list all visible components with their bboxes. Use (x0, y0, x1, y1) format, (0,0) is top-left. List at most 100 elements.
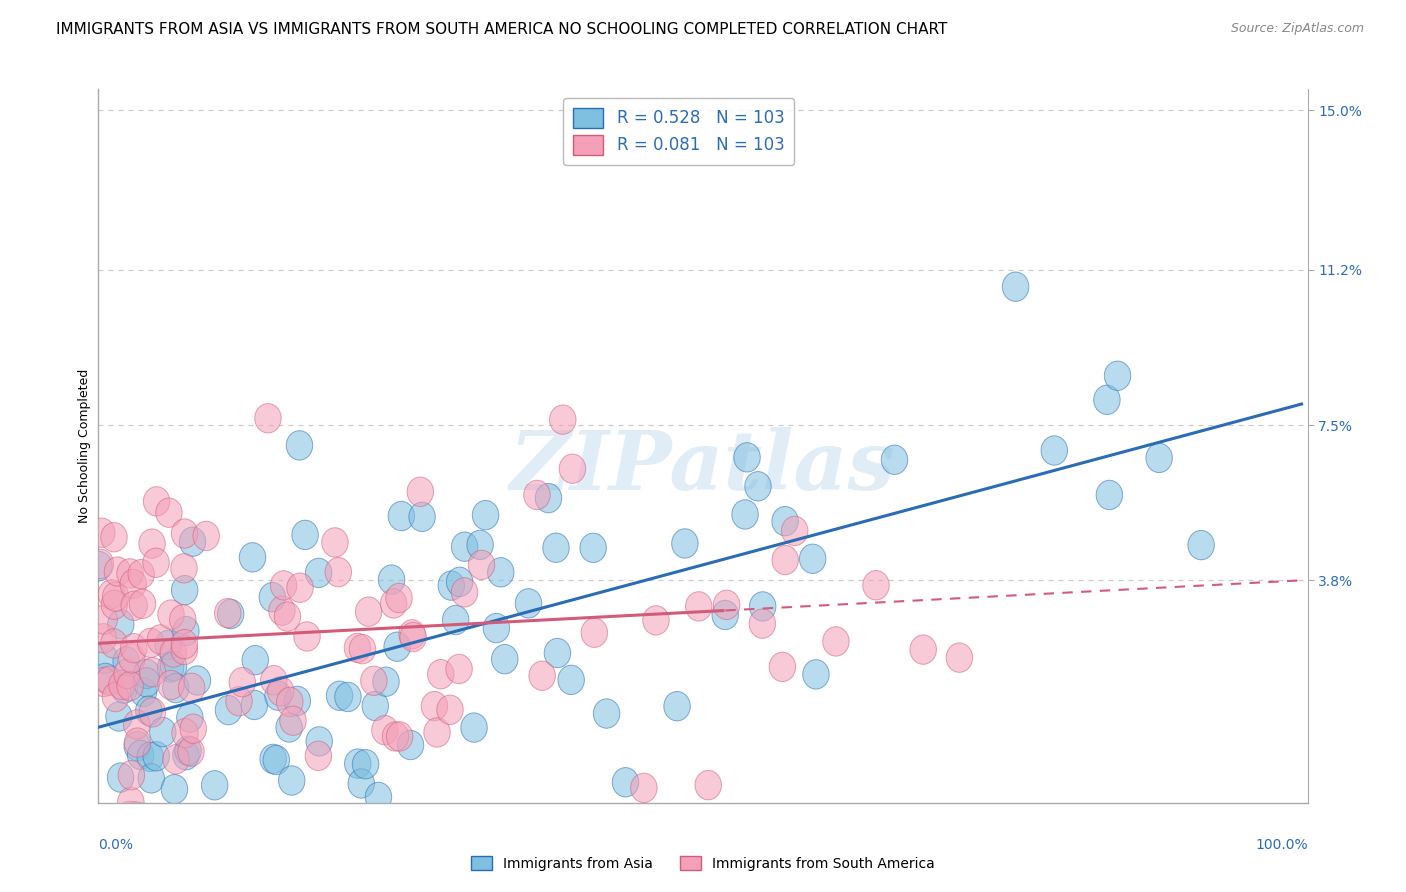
Ellipse shape (910, 635, 936, 665)
Ellipse shape (472, 500, 499, 530)
Ellipse shape (803, 660, 830, 689)
Ellipse shape (523, 480, 550, 509)
Y-axis label: No Schooling Completed: No Schooling Completed (79, 369, 91, 523)
Ellipse shape (135, 696, 162, 725)
Legend: Immigrants from Asia, Immigrants from South America: Immigrants from Asia, Immigrants from So… (465, 850, 941, 876)
Ellipse shape (260, 744, 287, 773)
Ellipse shape (446, 655, 472, 683)
Ellipse shape (242, 690, 267, 720)
Ellipse shape (157, 670, 184, 699)
Ellipse shape (156, 498, 183, 527)
Ellipse shape (294, 622, 321, 651)
Ellipse shape (270, 571, 297, 600)
Ellipse shape (173, 740, 200, 770)
Ellipse shape (129, 803, 155, 832)
Text: Source: ZipAtlas.com: Source: ZipAtlas.com (1230, 22, 1364, 36)
Ellipse shape (121, 591, 148, 621)
Ellipse shape (731, 500, 758, 529)
Ellipse shape (1002, 272, 1029, 301)
Ellipse shape (536, 483, 562, 513)
Ellipse shape (174, 736, 201, 765)
Ellipse shape (437, 695, 463, 724)
Ellipse shape (579, 533, 606, 563)
Ellipse shape (461, 713, 488, 742)
Ellipse shape (882, 445, 908, 475)
Ellipse shape (139, 529, 166, 558)
Ellipse shape (823, 627, 849, 657)
Ellipse shape (385, 583, 412, 613)
Ellipse shape (87, 829, 114, 858)
Ellipse shape (711, 600, 738, 630)
Ellipse shape (117, 672, 143, 701)
Ellipse shape (107, 763, 134, 792)
Ellipse shape (382, 722, 409, 751)
Ellipse shape (172, 630, 198, 659)
Ellipse shape (143, 548, 169, 577)
Ellipse shape (695, 771, 721, 800)
Ellipse shape (772, 507, 799, 536)
Ellipse shape (101, 590, 128, 619)
Ellipse shape (1146, 443, 1173, 473)
Ellipse shape (98, 580, 125, 609)
Ellipse shape (101, 523, 127, 552)
Ellipse shape (349, 634, 375, 664)
Ellipse shape (91, 644, 118, 673)
Ellipse shape (104, 557, 131, 586)
Ellipse shape (399, 623, 426, 652)
Ellipse shape (274, 602, 301, 632)
Ellipse shape (129, 589, 156, 618)
Ellipse shape (155, 631, 181, 660)
Ellipse shape (149, 717, 176, 747)
Ellipse shape (276, 713, 302, 742)
Ellipse shape (749, 609, 776, 639)
Ellipse shape (264, 681, 291, 710)
Ellipse shape (131, 677, 156, 706)
Ellipse shape (284, 686, 311, 715)
Ellipse shape (772, 545, 799, 574)
Ellipse shape (172, 519, 198, 549)
Ellipse shape (399, 620, 426, 649)
Ellipse shape (356, 597, 382, 626)
Ellipse shape (322, 528, 349, 558)
Ellipse shape (1104, 361, 1130, 391)
Ellipse shape (749, 591, 776, 621)
Ellipse shape (287, 431, 312, 460)
Ellipse shape (177, 737, 204, 766)
Ellipse shape (287, 573, 314, 602)
Ellipse shape (136, 742, 163, 772)
Ellipse shape (492, 644, 517, 673)
Ellipse shape (946, 643, 973, 673)
Ellipse shape (1097, 480, 1122, 509)
Ellipse shape (118, 761, 145, 790)
Ellipse shape (388, 501, 415, 531)
Ellipse shape (201, 771, 228, 800)
Ellipse shape (93, 804, 120, 833)
Ellipse shape (254, 403, 281, 433)
Ellipse shape (180, 714, 207, 743)
Ellipse shape (163, 745, 190, 774)
Ellipse shape (91, 605, 117, 634)
Ellipse shape (451, 532, 478, 561)
Ellipse shape (280, 706, 307, 735)
Ellipse shape (664, 691, 690, 721)
Ellipse shape (384, 632, 411, 661)
Ellipse shape (550, 405, 576, 434)
Ellipse shape (118, 788, 143, 817)
Ellipse shape (105, 702, 132, 731)
Ellipse shape (124, 710, 150, 739)
Ellipse shape (134, 667, 160, 697)
Ellipse shape (117, 558, 143, 588)
Ellipse shape (325, 558, 352, 587)
Ellipse shape (173, 616, 200, 646)
Ellipse shape (122, 802, 148, 831)
Ellipse shape (93, 664, 118, 692)
Ellipse shape (172, 718, 198, 747)
Ellipse shape (138, 764, 165, 793)
Ellipse shape (451, 578, 478, 607)
Ellipse shape (408, 477, 433, 507)
Ellipse shape (782, 516, 808, 546)
Ellipse shape (277, 687, 304, 716)
Ellipse shape (1040, 436, 1067, 466)
Ellipse shape (800, 544, 825, 574)
Ellipse shape (120, 569, 146, 599)
